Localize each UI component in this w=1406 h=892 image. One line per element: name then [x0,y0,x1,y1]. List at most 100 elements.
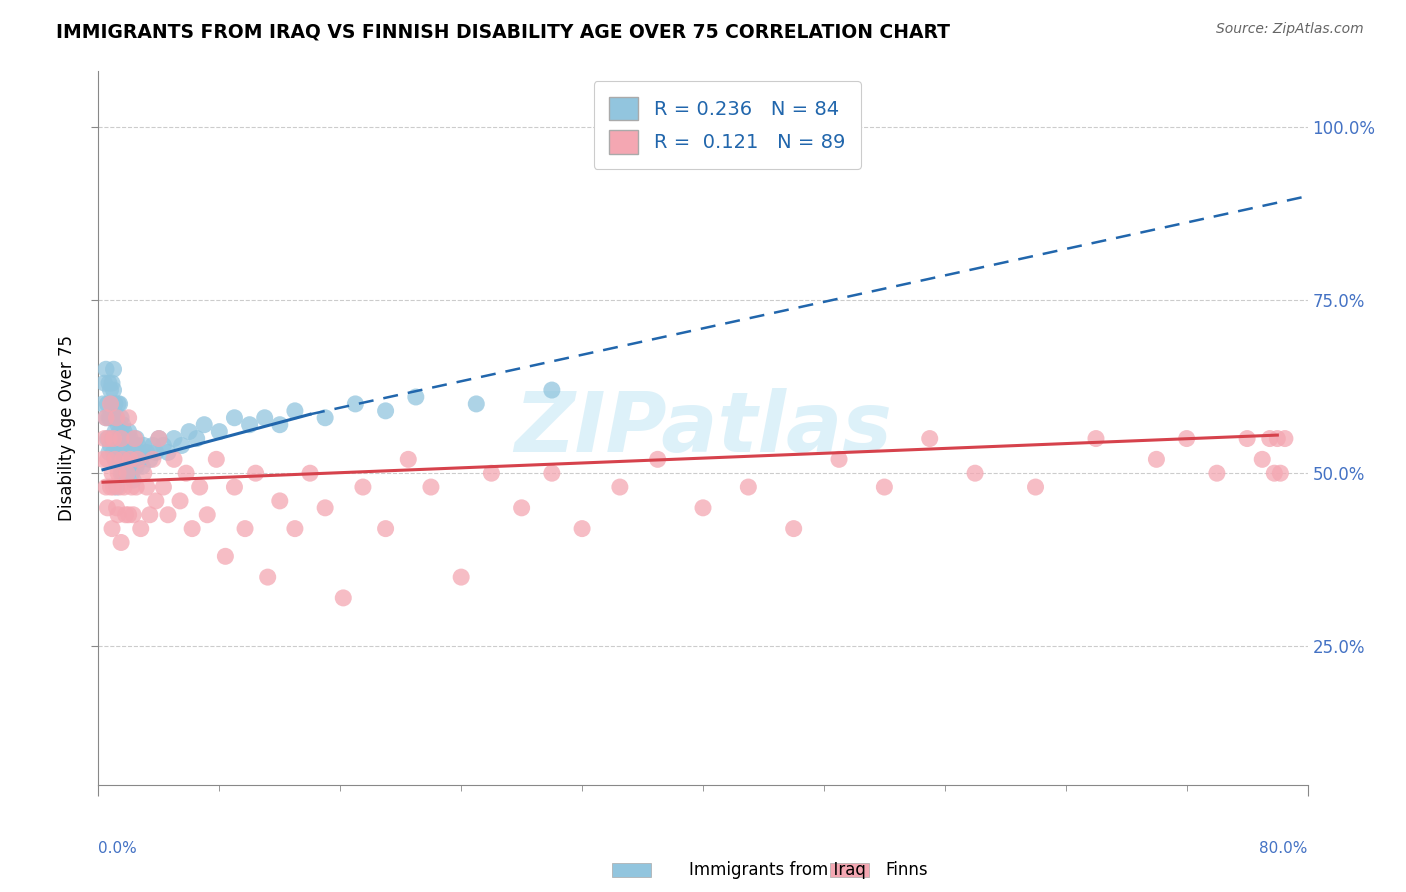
Point [269,417,291,432]
Point [107,466,129,480]
Point [98,376,121,391]
Bar [612,863,651,877]
Point [269,494,291,508]
Point [131,459,153,474]
Point [540,466,562,480]
Point [120,452,142,467]
Point [465,397,488,411]
Text: Finns: Finns [886,861,928,879]
Point [125,432,148,446]
Point [188,480,211,494]
Point [105,410,128,425]
Point [245,466,267,480]
Point [122,445,145,459]
Point [108,397,131,411]
Point [121,466,143,480]
Point [107,397,129,411]
Point [129,522,152,536]
Point [186,432,208,446]
Point [125,480,148,494]
Point [135,445,157,459]
Point [127,452,149,467]
Point [115,466,138,480]
Point [965,466,987,480]
Point [374,522,396,536]
Point [94,410,117,425]
Point [107,417,129,432]
Bar [830,863,869,877]
Point [332,591,354,605]
Point [111,452,134,467]
Point [1270,466,1292,480]
Point [103,362,125,376]
Point [103,383,125,397]
Point [105,480,128,494]
Point [481,466,503,480]
Point [571,522,593,536]
Point [873,480,896,494]
Point [104,452,127,467]
Point [101,376,124,391]
Point [110,410,132,425]
Point [120,432,142,446]
Point [135,480,157,494]
Text: IMMIGRANTS FROM IRAQ VS FINNISH DISABILITY AGE OVER 75 CORRELATION CHART: IMMIGRANTS FROM IRAQ VS FINNISH DISABILI… [56,22,950,41]
Point [112,480,135,494]
Point [828,452,851,467]
Point [129,452,152,467]
Point [174,466,197,480]
Point [1024,480,1046,494]
Point [256,570,278,584]
Point [224,480,246,494]
Point [132,466,155,480]
Point [96,397,118,411]
Point [1175,432,1198,446]
Point [108,480,131,494]
Point [1085,432,1108,446]
Point [344,397,367,411]
Point [420,480,443,494]
Point [224,410,246,425]
Text: Immigrants from Iraq: Immigrants from Iraq [689,861,866,879]
Point [101,432,124,446]
Point [179,425,201,439]
Text: ZIPatlas: ZIPatlas [515,388,891,468]
Point [103,445,125,459]
Point [152,480,174,494]
Point [148,432,170,446]
Point [110,466,132,480]
Point [181,522,204,536]
Point [91,397,114,411]
Point [101,466,124,480]
Point [169,494,191,508]
Point [647,452,669,467]
Point [1274,432,1296,446]
Point [108,425,131,439]
Point [118,410,141,425]
Point [108,452,131,467]
Point [112,452,135,467]
Point [114,508,136,522]
Point [111,466,134,480]
Point [101,397,124,411]
Point [93,432,115,446]
Point [142,438,165,452]
Point [110,432,132,446]
Point [94,480,117,494]
Point [163,452,186,467]
Point [253,410,276,425]
Point [374,404,396,418]
Point [145,445,167,459]
Point [98,445,121,459]
Point [115,466,138,480]
Point [110,432,132,446]
Point [103,480,125,494]
Point [156,445,179,459]
Point [692,500,714,515]
Point [1236,432,1258,446]
Point [125,459,148,474]
Point [918,432,941,446]
Point [96,432,118,446]
Point [124,452,146,467]
Point [118,452,141,467]
